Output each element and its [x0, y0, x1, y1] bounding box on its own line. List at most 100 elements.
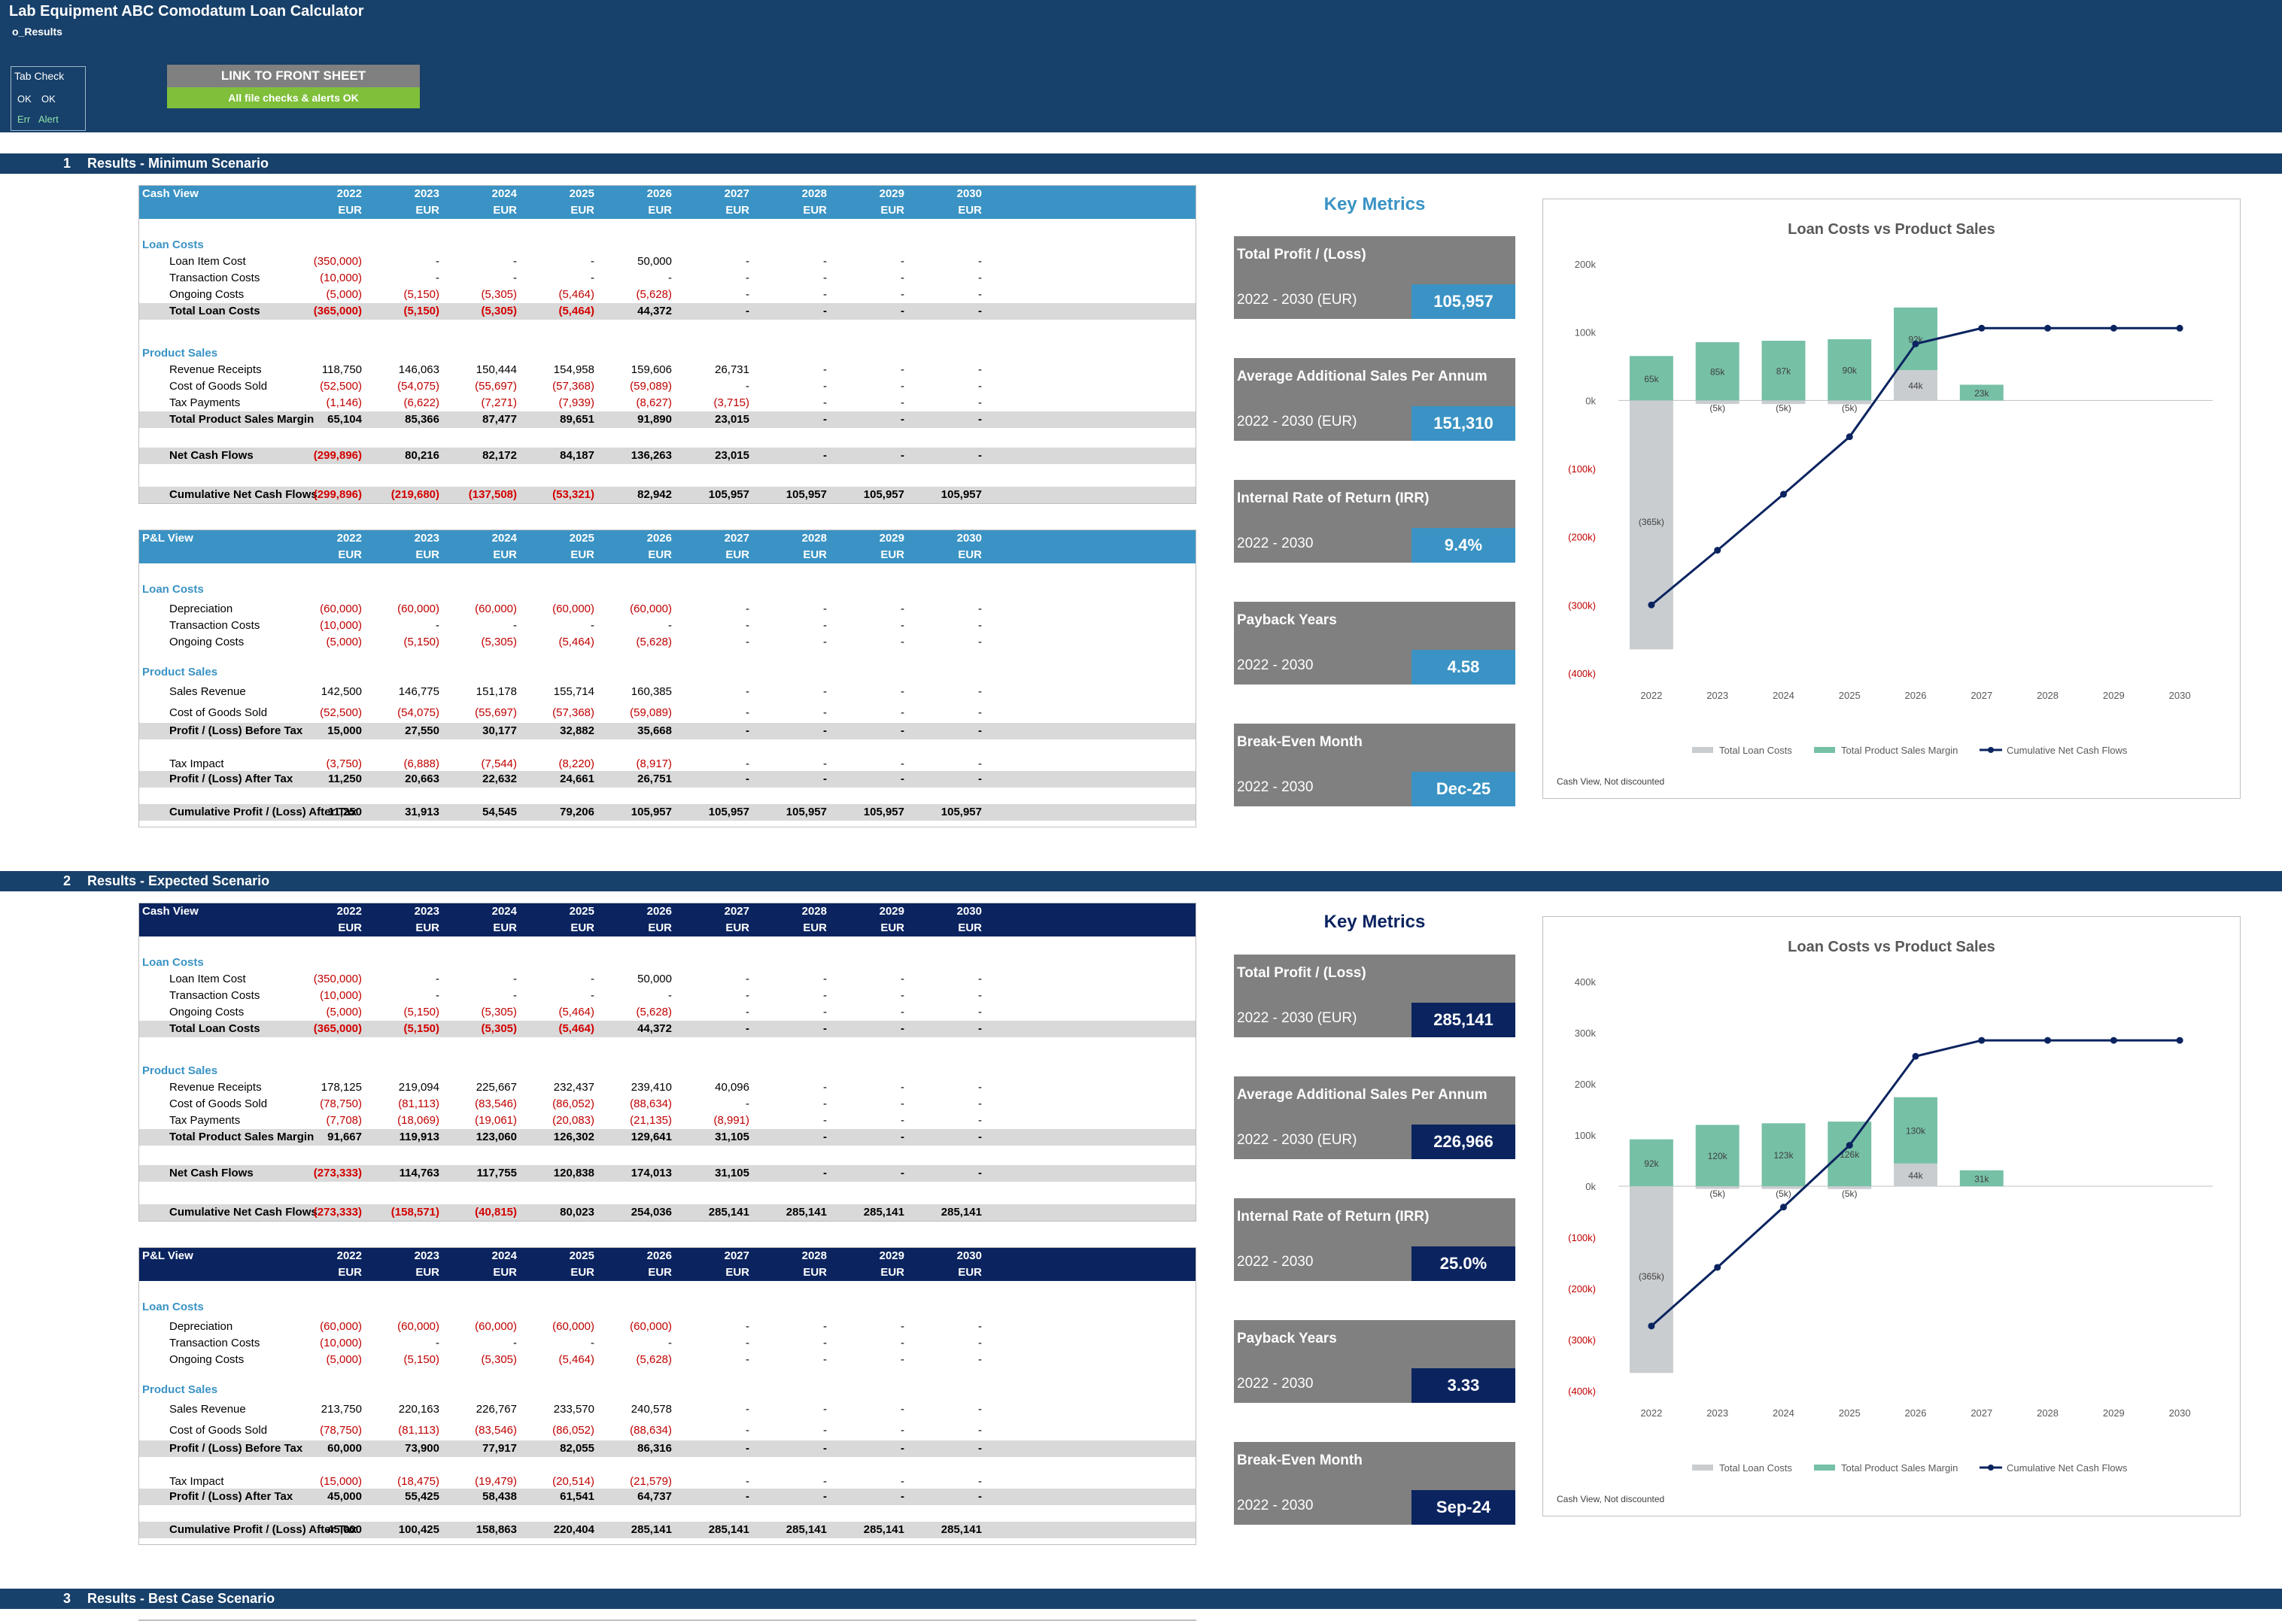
cell-value: 129,641 — [631, 1131, 672, 1143]
cell-value: 285,141 — [863, 1206, 904, 1219]
cumulative-cash-flow-point — [1648, 601, 1655, 609]
cell-value: (52,500) — [320, 706, 362, 719]
year-header: 2029 — [879, 187, 904, 200]
table-row: Sales Revenue 142,500 146,775 151,178 155,71… — [139, 684, 1196, 700]
cell-value: - — [746, 603, 749, 615]
sales-margin-bar — [1828, 339, 1872, 401]
key-metric-label: Payback Years — [1237, 612, 1337, 628]
cell-value: 233,570 — [553, 1403, 594, 1416]
key-metric-label: Total Profit / (Loss) — [1237, 965, 1366, 981]
cell-value: 50,000 — [637, 973, 672, 985]
legend-marker — [1988, 1465, 1994, 1471]
currency-header: EUR — [958, 921, 982, 934]
cell-value: 219,094 — [398, 1081, 439, 1094]
legend-entry: Total Product Sales Margin — [1841, 745, 1958, 756]
year-header: 2029 — [879, 1249, 904, 1262]
cell-value: 15,000 — [327, 724, 362, 737]
table-row: Tax Payments (7,708) (18,069) (19,061) (20,0… — [139, 1113, 1196, 1129]
cell-value: 80,023 — [560, 1206, 594, 1219]
cell-value: - — [901, 1097, 904, 1110]
table-row: Profit / (Loss) Before Tax 15,000 27,550 30… — [139, 723, 1196, 739]
year-header: 2023 — [414, 905, 439, 918]
x-tick-label: 2025 — [1839, 1407, 1861, 1419]
key-metric-label: Internal Rate of Return (IRR) — [1237, 490, 1430, 506]
x-tick-label: 2028 — [2037, 1407, 2059, 1419]
cell-value: - — [901, 757, 904, 770]
cell-value: 105,957 — [940, 806, 982, 818]
link-to-front-sheet-button[interactable]: LINK TO FRONT SHEET — [167, 65, 420, 87]
cell-value: - — [978, 1442, 982, 1455]
cell-value: - — [436, 619, 439, 632]
y-tick-label: 200k — [1575, 1079, 1597, 1090]
key-metric-card: Payback Years 2022 - 2030 3.33 — [1234, 1320, 1515, 1403]
cell-value: (53,321) — [552, 488, 594, 501]
cell-value: - — [823, 724, 827, 737]
cell-value: (10,000) — [320, 989, 362, 1002]
cell-value: - — [513, 989, 517, 1002]
cell-value: (19,479) — [475, 1475, 517, 1488]
cell-value: - — [823, 272, 827, 284]
key-metric-card: Break-Even Month 2022 - 2030 Dec-25 — [1234, 724, 1515, 806]
cell-value: - — [436, 255, 439, 268]
loan-cost-bar — [1695, 400, 1740, 405]
sales-margin-bar — [1828, 1122, 1872, 1186]
cell-value: (5,464) — [558, 1353, 594, 1366]
cumulative-cash-flow-point — [1978, 1037, 1986, 1044]
legend-swatch — [1692, 747, 1713, 753]
cell-value: 54,545 — [482, 806, 517, 818]
cumulative-cash-flow-point — [2110, 1037, 2117, 1044]
sales-margin-bar — [1695, 341, 1740, 401]
key-metrics-title: Key Metrics — [1323, 194, 1426, 214]
table-caption: Cash View — [142, 187, 199, 200]
x-tick-label: 2024 — [1773, 1407, 1794, 1419]
cell-value: - — [901, 1114, 904, 1127]
table-header-row: Cash View 2022 EUR 2023 EUR 2024 EUR 2025 EUR 202… — [139, 903, 1196, 936]
currency-header: EUR — [415, 921, 439, 934]
cell-value: - — [746, 989, 749, 1002]
x-tick-label: 2027 — [1971, 1407, 1992, 1419]
cell-value: - — [823, 773, 827, 785]
cell-value: (219,680) — [390, 488, 439, 501]
cell-value: - — [978, 603, 982, 615]
cell-value: 20,663 — [405, 773, 439, 785]
cell-value: 82,942 — [637, 488, 672, 501]
table-row: Profit / (Loss) After Tax 45,000 55,425 58,… — [139, 1489, 1196, 1505]
cell-value: - — [978, 1006, 982, 1018]
cell-value: 50,000 — [637, 255, 672, 268]
cell-value: (5,150) — [403, 1353, 439, 1366]
cell-value: - — [746, 636, 749, 648]
cell-value: 285,141 — [708, 1523, 749, 1536]
sales-margin-bar — [1761, 1123, 1806, 1186]
cell-value: - — [978, 1475, 982, 1488]
table-row: Cost of Goods Sold (78,750) (81,113) (83,54… — [139, 1096, 1196, 1113]
cell-value: 31,105 — [715, 1167, 749, 1179]
cell-value: - — [901, 619, 904, 632]
x-tick-label: 2029 — [2103, 690, 2125, 701]
cell-value: 155,714 — [553, 685, 594, 698]
cell-value: - — [978, 724, 982, 737]
cell-value: 82,055 — [560, 1442, 594, 1455]
cell-value: 27,550 — [405, 724, 439, 737]
year-header: 2027 — [724, 532, 749, 545]
cell-value: (59,089) — [630, 380, 672, 393]
table-caption: P&L View — [142, 532, 193, 545]
x-tick-label: 2022 — [1640, 690, 1662, 701]
table-row: Ongoing Costs (5,000) (5,150) (5,305) (5,464… — [139, 1352, 1196, 1368]
sales-margin-data-label: 65k — [1644, 374, 1659, 384]
legend-entry: Cumulative Net Cash Flows — [2007, 1462, 2128, 1474]
row-label: Tax Payments — [169, 1114, 241, 1127]
cell-value: (60,000) — [320, 1320, 362, 1333]
cell-value: - — [978, 449, 982, 462]
table-row: Transaction Costs (10,000) - - - - - - - - — [139, 1335, 1196, 1352]
cell-value: (19,061) — [475, 1114, 517, 1127]
cell-value: - — [978, 619, 982, 632]
section-label: Loan Costs — [142, 1301, 204, 1313]
cell-value: - — [823, 1167, 827, 1179]
x-tick-label: 2030 — [2169, 690, 2191, 701]
cell-value: - — [746, 724, 749, 737]
currency-header: EUR — [338, 1266, 362, 1279]
cell-value: - — [901, 685, 904, 698]
section-number: 2 — [63, 873, 71, 888]
sales-margin-data-label: 85k — [1710, 367, 1725, 378]
cell-value: (158,571) — [390, 1206, 439, 1219]
